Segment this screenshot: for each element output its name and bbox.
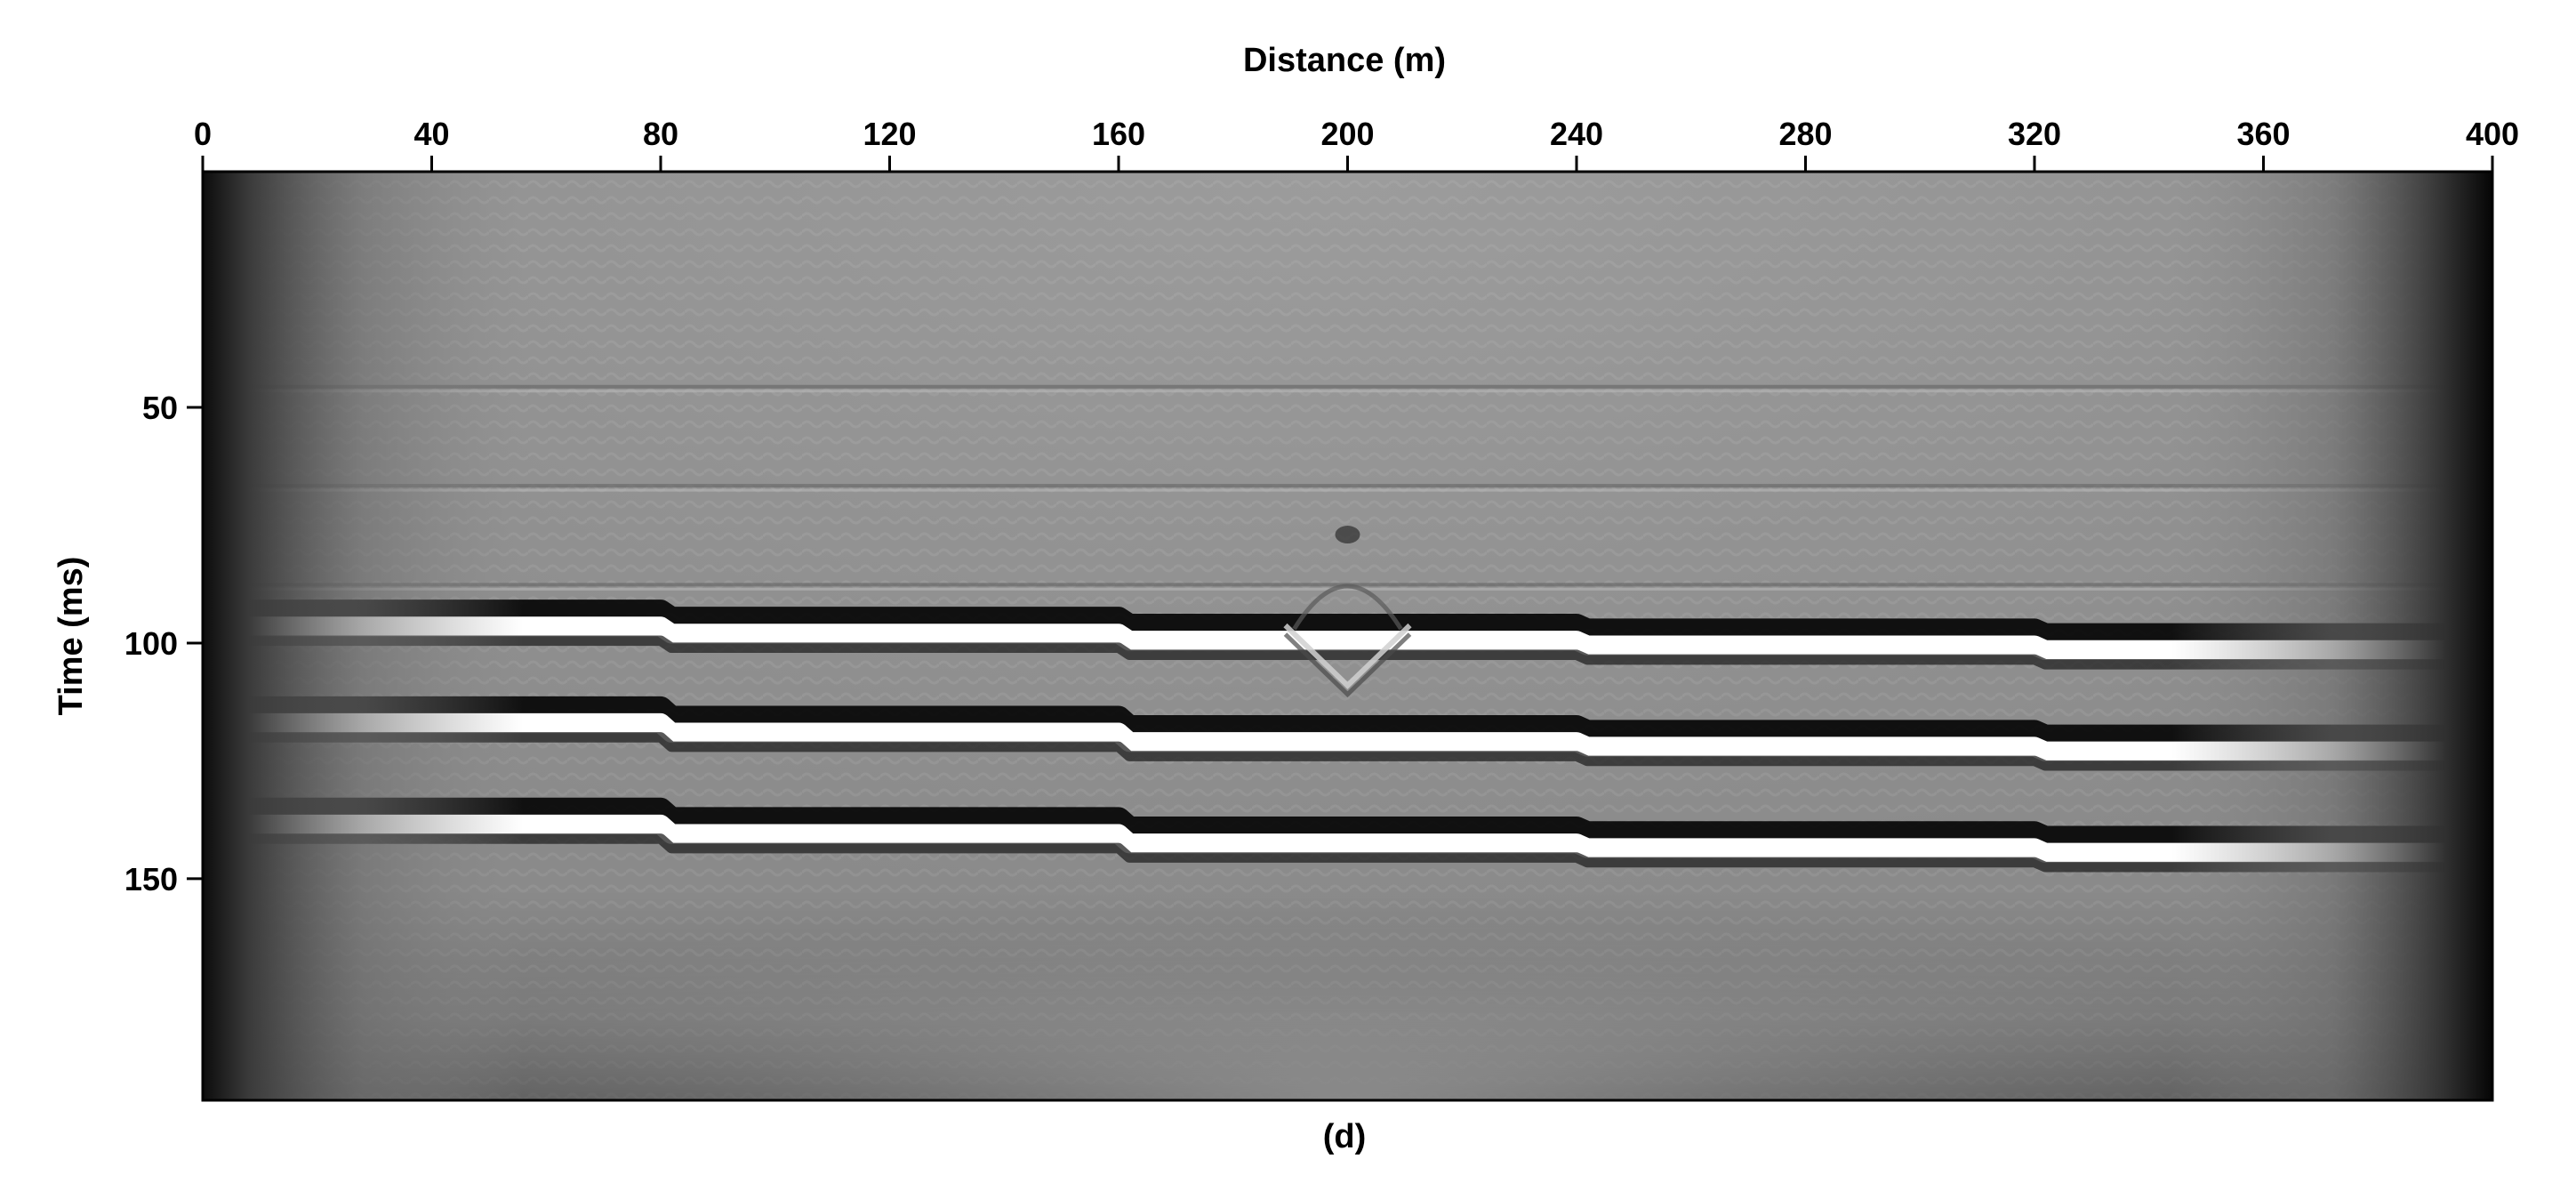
y-tick-label-100: 100 [124, 625, 178, 662]
y-tick-label-150: 150 [124, 861, 178, 897]
y-axis: 50 100 150 [124, 390, 203, 897]
x-tick-label-160: 160 [1092, 116, 1145, 152]
x-tick-label-240: 240 [1550, 116, 1603, 152]
x-tick-label-80: 80 [643, 116, 678, 152]
x-tick-label-200: 200 [1320, 116, 1374, 152]
figure-caption: (d) [1323, 1118, 1367, 1155]
x-tick-label-400: 400 [2466, 116, 2519, 152]
x-axis: 0 40 80 120 160 200 240 280 320 360 400 [194, 116, 2519, 172]
x-tick-label-40: 40 [413, 116, 449, 152]
x-tick-label-320: 320 [2008, 116, 2061, 152]
right-edge-shade [203, 172, 2492, 1100]
y-tick-label-50: 50 [142, 390, 178, 426]
x-tick-label-120: 120 [863, 116, 916, 152]
x-tick-label-0: 0 [194, 116, 212, 152]
y-axis-title: Time (ms) [52, 557, 90, 716]
x-axis-title: Distance (m) [1243, 42, 1446, 79]
plot-area [203, 172, 2492, 1100]
x-tick-label-280: 280 [1778, 116, 1832, 152]
x-tick-label-360: 360 [2236, 116, 2290, 152]
